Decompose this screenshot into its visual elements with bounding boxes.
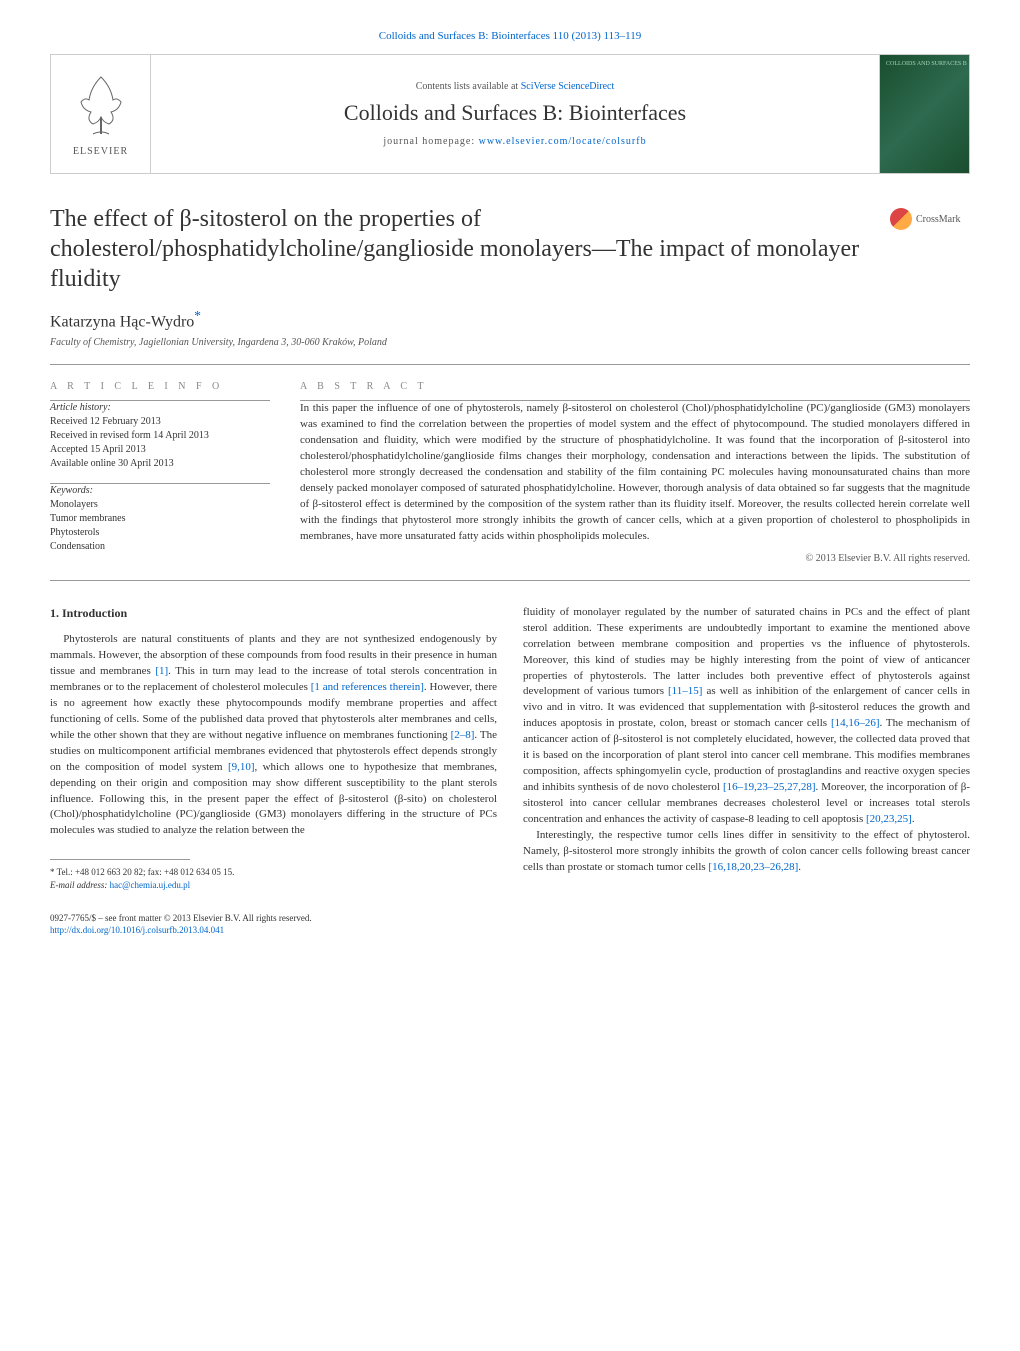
- online-date: Available online 30 April 2013: [50, 457, 270, 471]
- history-label: Article history:: [50, 401, 270, 415]
- bottom-metadata: 0927-7765/$ – see front matter © 2013 El…: [50, 912, 497, 937]
- article-info-column: A R T I C L E I N F O Article history: R…: [50, 381, 270, 563]
- keywords-block: Keywords: Monolayers Tumor membranes Phy…: [50, 484, 270, 554]
- header-center: Contents lists available at SciVerse Sci…: [151, 55, 879, 173]
- abstract-heading: A B S T R A C T: [300, 381, 970, 392]
- citation-link[interactable]: [14,16–26]: [831, 717, 880, 729]
- body-paragraph: fluidity of monolayer regulated by the n…: [523, 605, 970, 828]
- citation-link[interactable]: [16–19,23–25,27,28]: [723, 781, 816, 793]
- divider: [50, 580, 970, 581]
- sciencedirect-link[interactable]: SciVerse ScienceDirect: [521, 81, 615, 92]
- cover-title-text: COLLOIDS AND SURFACES B: [886, 61, 967, 68]
- footnote-separator: [50, 859, 190, 860]
- citation-link[interactable]: [9,10]: [228, 761, 255, 773]
- journal-homepage-link[interactable]: www.elsevier.com/locate/colsurfb: [479, 136, 647, 147]
- journal-header: ELSEVIER Contents lists available at Sci…: [50, 54, 970, 174]
- article-title: The effect of β-sitosterol on the proper…: [50, 204, 870, 294]
- citation-link[interactable]: [1 and references therein]: [311, 681, 424, 693]
- keyword: Phytosterols: [50, 526, 270, 540]
- abstract-column: A B S T R A C T In this paper the influe…: [300, 381, 970, 563]
- citation-link[interactable]: [2–8]: [451, 729, 475, 741]
- citation-link[interactable]: [20,23,25]: [866, 813, 912, 825]
- journal-cover-thumbnail: COLLOIDS AND SURFACES B: [879, 55, 969, 173]
- revised-date: Received in revised form 14 April 2013: [50, 429, 270, 443]
- body-paragraph: Interestingly, the respective tumor cell…: [523, 828, 970, 876]
- accepted-date: Accepted 15 April 2013: [50, 443, 270, 457]
- citation-link[interactable]: [16,18,20,23–26,28]: [708, 861, 798, 873]
- citation-link[interactable]: [1]: [155, 665, 168, 677]
- keyword: Tumor membranes: [50, 512, 270, 526]
- body-paragraph: Phytosterols are natural constituents of…: [50, 632, 497, 839]
- footnote-tel: * Tel.: +48 012 663 20 82; fax: +48 012 …: [50, 866, 497, 879]
- author-affiliation: Faculty of Chemistry, Jagiellonian Unive…: [50, 337, 970, 348]
- citation-link[interactable]: [11–15]: [668, 685, 702, 697]
- right-column: fluidity of monolayer regulated by the n…: [523, 605, 970, 937]
- abstract-text: In this paper the influence of one of ph…: [300, 401, 970, 544]
- journal-name: Colloids and Surfaces B: Biointerfaces: [344, 100, 686, 126]
- author-name: Katarzyna Hąc-Wydro*: [50, 308, 970, 331]
- crossmark-badge[interactable]: CrossMark: [890, 208, 970, 230]
- crossmark-icon: [890, 208, 912, 230]
- contents-available-line: Contents lists available at SciVerse Sci…: [416, 81, 615, 92]
- crossmark-label: CrossMark: [916, 214, 960, 225]
- keyword: Monolayers: [50, 498, 270, 512]
- journal-citation-link[interactable]: Colloids and Surfaces B: Biointerfaces 1…: [50, 30, 970, 42]
- keyword: Condensation: [50, 540, 270, 554]
- corresponding-author-footnote: * Tel.: +48 012 663 20 82; fax: +48 012 …: [50, 866, 497, 891]
- corresponding-author-link[interactable]: *: [194, 308, 201, 323]
- divider: [50, 364, 970, 365]
- section-heading: 1. Introduction: [50, 605, 497, 622]
- elsevier-tree-icon: [71, 72, 131, 142]
- email-label: E-mail address:: [50, 880, 110, 890]
- article-history: Article history: Received 12 February 20…: [50, 401, 270, 471]
- author-email-link[interactable]: hac@chemia.uj.edu.pl: [110, 880, 191, 890]
- left-column: 1. Introduction Phytosterols are natural…: [50, 605, 497, 937]
- issn-line: 0927-7765/$ – see front matter © 2013 El…: [50, 912, 497, 925]
- elsevier-brand-text: ELSEVIER: [73, 146, 128, 157]
- keywords-label: Keywords:: [50, 484, 270, 498]
- elsevier-logo: ELSEVIER: [51, 55, 151, 173]
- abstract-copyright: © 2013 Elsevier B.V. All rights reserved…: [300, 553, 970, 564]
- doi-link[interactable]: http://dx.doi.org/10.1016/j.colsurfb.201…: [50, 925, 224, 935]
- received-date: Received 12 February 2013: [50, 415, 270, 429]
- article-info-heading: A R T I C L E I N F O: [50, 381, 270, 392]
- journal-homepage-line: journal homepage: www.elsevier.com/locat…: [383, 136, 646, 147]
